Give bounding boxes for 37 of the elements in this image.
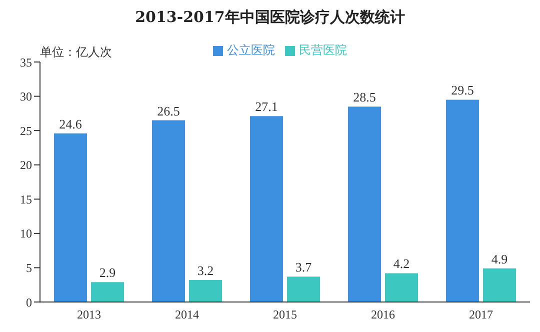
data-label: 3.7 [295,260,312,275]
x-tick-label: 2016 [371,308,395,322]
bar [250,116,283,302]
y-tick-label: 35 [20,55,32,70]
data-label: 29.5 [451,82,474,98]
x-tick-label: 2013 [77,308,101,322]
bar [91,282,124,302]
y-tick-label: 30 [20,90,32,104]
y-tick-label: 10 [20,226,32,241]
y-tick-label: 25 [20,124,32,138]
y-tick-label: 20 [20,158,32,172]
data-label: 27.1 [255,99,278,114]
bar [446,100,479,302]
data-label: 4.2 [393,256,410,272]
bar [348,106,381,302]
y-tick-label: 15 [20,192,32,206]
bar [385,273,418,302]
data-label: 28.5 [353,90,376,105]
data-label: 2.9 [99,265,116,280]
data-label: 26.5 [157,103,180,118]
x-tick-label: 2015 [273,308,297,322]
bar [54,133,87,302]
y-tick-label: 0 [26,295,32,310]
chart-title: 2013-2017年中国医院诊疗人次数统计 [134,8,406,27]
legend-label: 民营医院 [299,43,347,57]
x-tick-label: 2017 [469,308,493,322]
bar [483,268,516,302]
text: 单位：亿人次 [40,44,112,61]
bar [189,280,222,302]
data-label: 24.6 [59,116,82,132]
bar [152,120,185,302]
data-label: 4.9 [491,251,508,266]
y-tick-label: 5 [26,260,32,275]
x-tick-label: 2014 [175,308,199,322]
data-label: 3.2 [197,263,214,278]
bar [287,276,320,302]
legend-label: 公立医院 [227,43,275,57]
